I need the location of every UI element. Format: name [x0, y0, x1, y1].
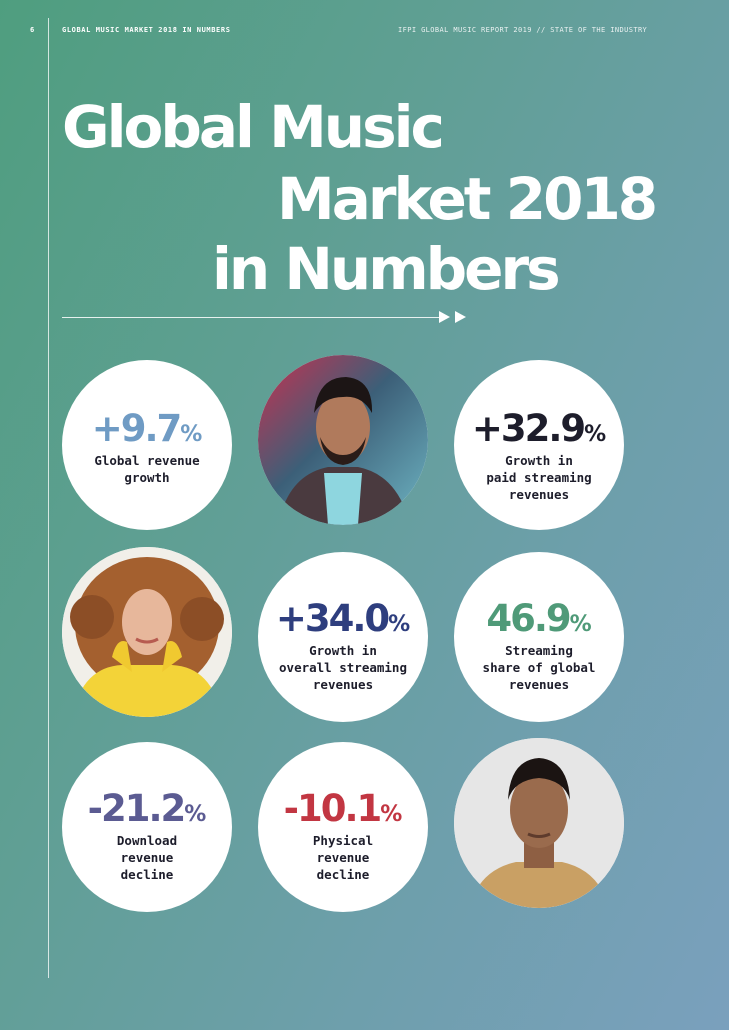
- artist-photo-man-studded-jacket: [258, 355, 428, 525]
- play-arrow-icon: [455, 311, 466, 323]
- vertical-rule: [48, 18, 49, 978]
- report-title: IFPI GLOBAL MUSIC REPORT 2019 // STATE O…: [398, 26, 648, 34]
- stat-description: Global revenue growth: [72, 452, 222, 486]
- stat-description-line: Physical: [312, 833, 374, 848]
- stat-number: +9.7: [91, 407, 183, 450]
- stat-description: Physical revenue decline: [268, 832, 418, 883]
- artist-photo-man-portrait: [454, 738, 624, 908]
- stat-card-streaming-share: 46.9% Streaming share of global revenues: [454, 552, 624, 722]
- page-title-line-1: Global Music: [62, 93, 445, 161]
- stat-unit: %: [569, 612, 592, 637]
- stat-card-physical-decline: -10.1% Physical revenue decline: [258, 742, 428, 912]
- stat-description-line: overall streaming: [279, 660, 407, 675]
- stat-description-line: revenues: [508, 677, 570, 692]
- stat-card-download-decline: -21.2% Download revenue decline: [62, 742, 232, 912]
- stat-description-line: revenue: [316, 850, 370, 865]
- stat-unit: %: [184, 802, 207, 827]
- artist-photo-man-studded-jacket-image: [258, 355, 428, 525]
- stat-value: +34.0%: [258, 600, 428, 637]
- stat-number: 46.9: [486, 597, 571, 640]
- stat-value: +32.9%: [454, 410, 624, 447]
- stat-description: Growth in overall streaming revenues: [268, 642, 418, 693]
- stat-number: +32.9: [471, 407, 586, 450]
- stat-description: Growth in paid streaming revenues: [464, 452, 614, 503]
- artist-photo-woman-curly-hair: [62, 547, 232, 717]
- stat-description-line: growth: [124, 470, 170, 485]
- stat-description: Download revenue decline: [72, 832, 222, 883]
- stat-description-line: decline: [120, 867, 174, 882]
- stat-number: -21.2: [87, 787, 187, 830]
- stat-description-line: Growth in: [309, 643, 377, 658]
- stat-unit: %: [180, 422, 203, 447]
- artist-photo-woman-curly-hair-image: [62, 547, 232, 717]
- stat-description: Streaming share of global revenues: [464, 642, 614, 693]
- stat-unit: %: [388, 612, 411, 637]
- stat-description-line: revenue: [120, 850, 174, 865]
- stat-description-line: Global revenue: [94, 453, 200, 468]
- stat-number: +34.0: [275, 597, 390, 640]
- stat-card-overall-streaming: +34.0% Growth in overall streaming reven…: [258, 552, 428, 722]
- stat-unit: %: [584, 422, 607, 447]
- page-title-line-3: in Numbers: [212, 235, 561, 303]
- stat-number: -10.1: [283, 787, 383, 830]
- arrow-divider: [62, 317, 440, 318]
- stat-unit: %: [380, 802, 403, 827]
- stat-value: 46.9%: [454, 600, 624, 637]
- stat-description-line: paid streaming: [486, 470, 592, 485]
- stat-card-paid-streaming: +32.9% Growth in paid streaming revenues: [454, 360, 624, 530]
- stat-value: -21.2%: [62, 790, 232, 827]
- page-title-line-2: Market 2018: [277, 165, 658, 233]
- artist-photo-man-portrait-image: [454, 738, 624, 908]
- stat-description-line: Growth in: [505, 453, 573, 468]
- stat-description-line: revenues: [508, 487, 570, 502]
- page-number: 6: [30, 26, 35, 34]
- stat-description-line: Streaming: [505, 643, 573, 658]
- stat-value: -10.1%: [258, 790, 428, 827]
- stat-value: +9.7%: [62, 410, 232, 447]
- stat-description-line: decline: [316, 867, 370, 882]
- stat-description-line: share of global: [482, 660, 596, 675]
- stat-description-line: revenues: [312, 677, 374, 692]
- stat-card-global-revenue: +9.7% Global revenue growth: [62, 360, 232, 530]
- play-arrow-icon: [439, 311, 450, 323]
- section-title: GLOBAL MUSIC MARKET 2018 IN NUMBERS: [62, 26, 231, 34]
- stat-description-line: Download: [116, 833, 178, 848]
